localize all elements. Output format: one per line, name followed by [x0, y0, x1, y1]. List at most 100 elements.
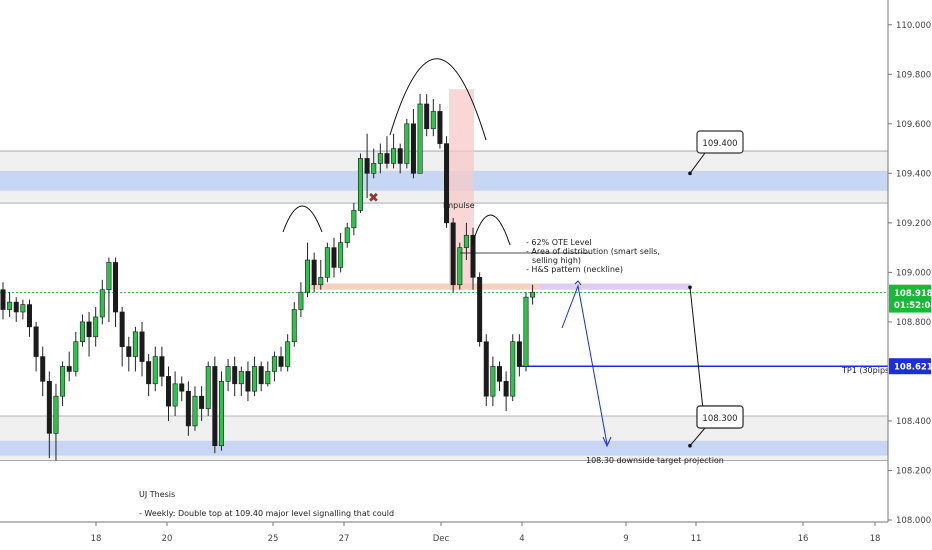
y-tick-label: 109.400 — [896, 169, 931, 179]
candle-body — [430, 111, 436, 130]
x-tick-label: 9 — [623, 534, 628, 544]
y-tick-label: 108.400 — [896, 417, 931, 427]
candle-body — [79, 321, 85, 343]
candle-body — [126, 346, 132, 357]
y-tick-label: 108.000 — [896, 516, 931, 526]
candle-body — [252, 366, 258, 392]
candle-body — [470, 234, 476, 278]
candle-body — [271, 356, 277, 372]
candle-body — [357, 158, 363, 211]
candle-body — [225, 366, 231, 382]
candle-body — [305, 259, 311, 293]
candle-body — [146, 361, 152, 385]
note-line: selling high) — [532, 256, 581, 265]
candle-body — [424, 103, 430, 130]
candle-body — [66, 366, 72, 372]
callout-dot — [688, 285, 692, 290]
price-badge-label: 01:52:04 — [894, 301, 932, 311]
candle-body — [510, 341, 516, 397]
candle-body — [530, 291, 536, 298]
candle-body — [483, 341, 489, 397]
candle-body — [278, 356, 284, 367]
callout-label: 108.300 — [702, 414, 737, 424]
note-line: - Area of distribution (smart sells, — [526, 247, 660, 256]
candle-body — [258, 366, 264, 385]
candle-body — [245, 371, 251, 392]
candle-body — [496, 366, 502, 382]
candle-body — [523, 296, 529, 367]
candle-body — [477, 277, 483, 343]
candle-body — [331, 247, 337, 268]
candle-body — [238, 371, 244, 385]
callout-dot — [688, 443, 692, 448]
callout-pointer — [689, 152, 706, 174]
x-tick-label: 27 — [339, 534, 350, 544]
callout-dot — [688, 171, 692, 176]
candle-body — [60, 366, 66, 397]
candle-body — [463, 234, 469, 248]
candle-body — [73, 341, 79, 372]
candle-body — [291, 309, 297, 343]
candle-body — [318, 277, 324, 286]
candle-body — [20, 304, 26, 313]
candle-body — [344, 227, 350, 243]
thesis-line: - Weekly: Double top at 109.40 major lev… — [139, 509, 394, 518]
candle-body — [384, 153, 390, 164]
candle-body — [391, 148, 397, 164]
x-marker: ✖ — [368, 191, 379, 206]
y-tick-label: 109.000 — [896, 268, 931, 278]
price-badge — [889, 296, 931, 313]
distribution-zone — [310, 283, 540, 290]
candle-body — [185, 390, 191, 427]
candle-body — [338, 242, 344, 268]
candle-body — [179, 383, 185, 392]
head-arc — [389, 58, 487, 141]
x-tick-label: 4 — [519, 534, 524, 544]
candle-body — [192, 395, 198, 427]
candle-body — [444, 143, 450, 224]
target-label: 108.30 downside target projection — [586, 456, 724, 465]
candle-body — [40, 356, 46, 382]
candle-body — [132, 331, 138, 357]
y-tick-label: 108.800 — [896, 318, 931, 328]
callout-pointer — [689, 427, 706, 447]
candle-body — [205, 366, 211, 409]
candle-body — [119, 311, 125, 347]
candle-body — [351, 210, 357, 229]
candle-body — [516, 341, 522, 367]
x-tick-label: 11 — [691, 534, 702, 544]
candle-body — [152, 356, 158, 385]
candle-body — [503, 381, 509, 397]
x-tick-label: Dec — [433, 534, 450, 544]
candle-body — [199, 395, 205, 409]
candle-body — [457, 247, 463, 286]
candle-body — [437, 111, 443, 144]
candle-body — [212, 366, 218, 447]
x-tick-label: 18 — [870, 534, 881, 544]
price-axis-bg — [888, 0, 932, 550]
candle-body — [404, 123, 410, 164]
candle-body — [99, 289, 105, 318]
time-axis-bg — [0, 522, 932, 550]
candle-body — [371, 163, 377, 174]
candle-body — [218, 381, 224, 447]
candle-body — [106, 262, 112, 291]
candle-body — [377, 153, 383, 164]
candle-body — [490, 366, 496, 397]
candle-body — [410, 123, 416, 174]
candle-body — [298, 291, 304, 310]
tp1-label: TP1 (30pips) — [841, 366, 892, 375]
candle-body — [397, 148, 403, 164]
price-badge-label: 108.621 — [894, 363, 932, 373]
candle-body — [285, 341, 291, 367]
candle-body — [7, 301, 13, 310]
callout-box — [696, 130, 744, 154]
x-tick-label: 20 — [162, 534, 173, 544]
projection-path — [561, 284, 608, 445]
candle-body — [232, 366, 238, 385]
y-tick-label: 109.600 — [896, 120, 931, 130]
candle-body — [159, 356, 165, 377]
candle-body — [172, 383, 178, 407]
x-tick-label: 25 — [268, 534, 279, 544]
